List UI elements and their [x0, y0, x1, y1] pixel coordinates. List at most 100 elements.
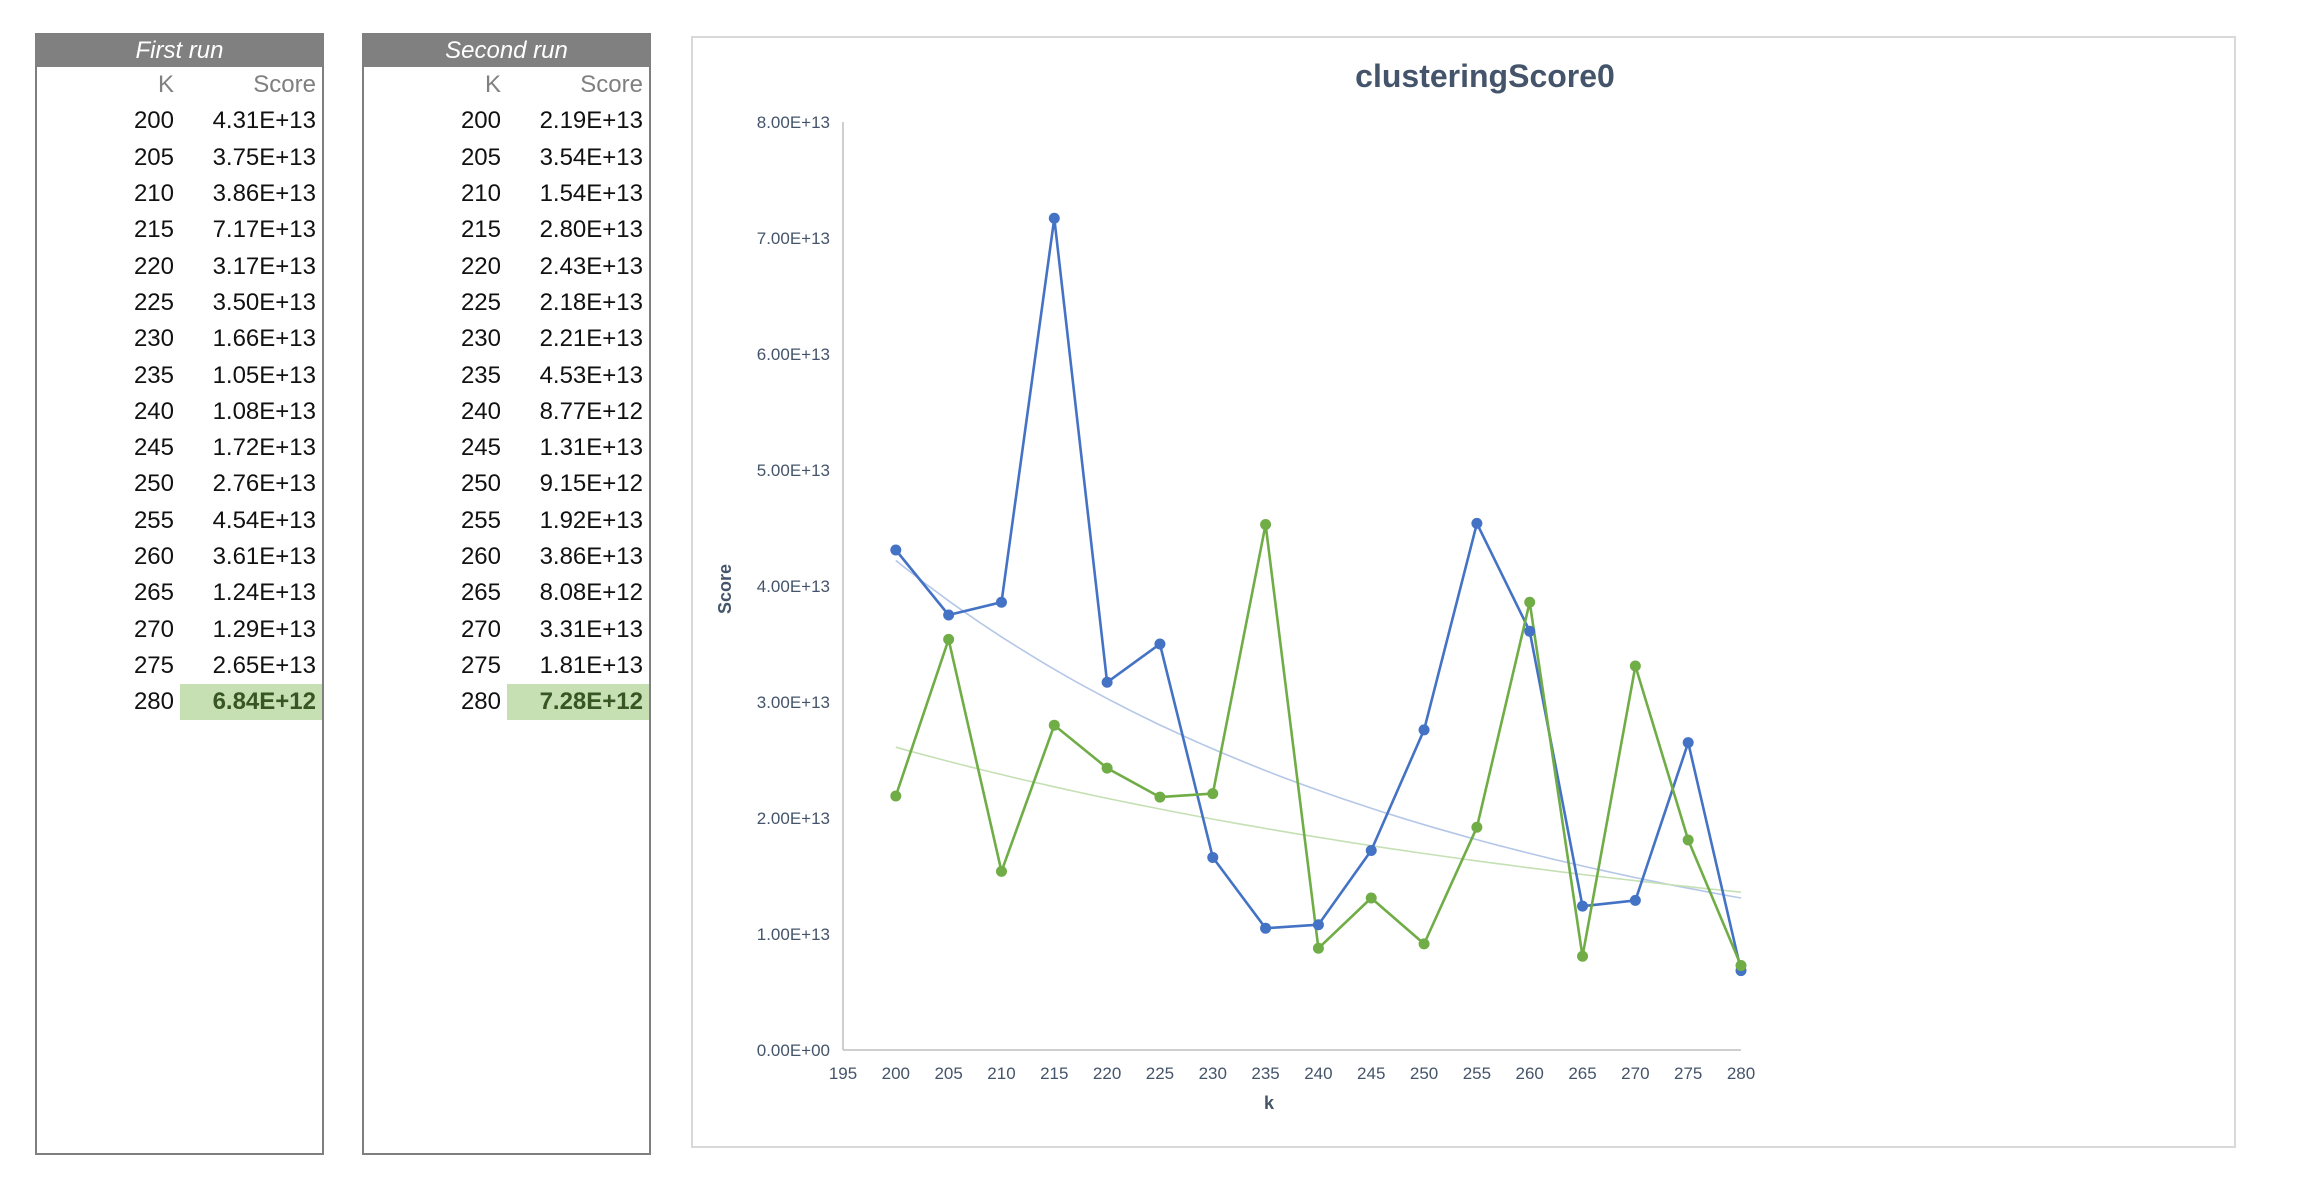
data-point [1629, 894, 1641, 906]
cell-k: 270 [133, 615, 174, 643]
table-row: 245 1.72E+13 [37, 430, 322, 466]
cell-score: 3.50E+13 [212, 288, 316, 316]
trendline-1 [895, 746, 1742, 893]
x-tick-label: 225 [1146, 1064, 1174, 1083]
x-tick-label: 240 [1304, 1064, 1332, 1083]
cell-k: 235 [133, 361, 174, 389]
data-point [1524, 596, 1536, 608]
cell-k: 200 [460, 107, 501, 135]
cell-k: 200 [133, 107, 174, 135]
data-point [1365, 892, 1377, 904]
data-point [1418, 724, 1430, 736]
table-row: 220 3.17E+13 [37, 248, 322, 284]
x-tick-label: 220 [1093, 1064, 1121, 1083]
data-point [1629, 660, 1641, 672]
column-header-score: Score [580, 71, 643, 99]
table-title: Second run [364, 35, 649, 67]
table-rows: K Score 200 4.31E+13 205 3.75E+13 210 3.86E+13 2… [37, 67, 322, 721]
cell-score: 3.31E+13 [539, 615, 643, 643]
cell-score: 1.66E+13 [212, 325, 316, 353]
y-tick-label: 0.00E+00 [757, 1041, 830, 1060]
data-point [943, 609, 955, 621]
cell-k: 245 [133, 434, 174, 462]
cell-k: 230 [460, 325, 501, 353]
cell-k: 230 [133, 325, 174, 353]
y-tick-label: 6.00E+13 [757, 345, 830, 364]
data-point [995, 596, 1007, 608]
table-row: 225 2.18E+13 [364, 285, 649, 321]
cell-score: 8.08E+12 [539, 579, 643, 607]
y-tick-label: 2.00E+13 [757, 809, 830, 828]
cell-score: 1.81E+13 [539, 651, 643, 679]
table-row: 260 3.61E+13 [37, 539, 322, 575]
trendline-0 [895, 559, 1742, 899]
x-tick-label: 210 [987, 1064, 1015, 1083]
cell-score: 2.43E+13 [539, 252, 643, 280]
cell-k: 205 [133, 143, 174, 171]
table-row: 265 1.24E+13 [37, 575, 322, 611]
table-row: 210 1.54E+13 [364, 176, 649, 212]
cell-score: 8.77E+12 [539, 397, 643, 425]
data-point [1154, 638, 1166, 650]
x-tick-label: 255 [1463, 1064, 1491, 1083]
column-header-k: K [484, 71, 501, 99]
x-tick-label: 235 [1251, 1064, 1279, 1083]
data-point [1101, 676, 1113, 688]
table-row: 280 7.28E+12 [364, 684, 649, 721]
cell-k: 210 [133, 180, 174, 208]
series-line-1 [894, 523, 1743, 967]
data-point [1207, 788, 1219, 800]
cell-k: 260 [133, 543, 174, 570]
cell-score: 2.21E+13 [539, 325, 643, 353]
cell-score: 1.24E+13 [212, 579, 316, 607]
data-point [1048, 212, 1060, 224]
cell-score: 3.54E+13 [539, 143, 643, 171]
table-row: 200 2.19E+13 [364, 103, 649, 139]
data-point [890, 790, 902, 802]
cell-score: 1.54E+13 [539, 180, 643, 208]
cell-k: 240 [133, 397, 174, 425]
table-row: 205 3.75E+13 [37, 140, 322, 176]
cell-score: 2.76E+13 [212, 470, 316, 498]
table-row: 235 4.53E+13 [364, 357, 649, 393]
table-row: 275 2.65E+13 [37, 648, 322, 684]
x-tick-label: 200 [882, 1064, 910, 1083]
cell-k: 235 [460, 361, 501, 389]
cell-score-highlight: 7.28E+12 [507, 684, 649, 721]
cell-score: 1.05E+13 [212, 361, 316, 389]
cell-k: 250 [460, 470, 501, 498]
cell-score: 3.61E+13 [212, 543, 316, 570]
table-row: 240 8.77E+12 [364, 394, 649, 430]
data-point [1577, 950, 1589, 962]
cell-score: 2.18E+13 [539, 288, 643, 316]
table-row: 250 9.15E+12 [364, 466, 649, 502]
cell-score: 2.65E+13 [212, 651, 316, 679]
table-row: 245 1.31E+13 [364, 430, 649, 466]
table-row: 210 3.86E+13 [37, 176, 322, 212]
second-run-table: Second run K Score 200 2.19E+13 205 3.54E+13 2… [362, 33, 651, 1155]
table-row: 270 1.29E+13 [37, 611, 322, 647]
cell-score: 2.19E+13 [539, 107, 643, 135]
cell-k: 240 [460, 397, 501, 425]
x-tick-label: 280 [1727, 1064, 1755, 1083]
data-point [890, 544, 902, 556]
data-point [1312, 919, 1324, 931]
table-row: 205 3.54E+13 [364, 140, 649, 176]
table-row: 225 3.50E+13 [37, 285, 322, 321]
table-title: First run [37, 35, 322, 67]
table-row: 255 4.54E+13 [37, 503, 322, 539]
cell-k: 225 [460, 288, 501, 316]
data-point [1471, 517, 1483, 529]
data-point [995, 865, 1007, 877]
cell-score: 1.92E+13 [539, 506, 643, 534]
cell-k: 275 [133, 651, 174, 679]
x-tick-label: 275 [1674, 1064, 1702, 1083]
chart-area[interactable]: clusteringScore0 k Score 0.00E+00 1.00E+1… [691, 36, 2236, 1148]
x-tick-label: 195 [829, 1064, 857, 1083]
cell-score: 4.31E+13 [212, 107, 316, 135]
data-point [1682, 834, 1694, 846]
cell-score: 7.17E+13 [212, 216, 316, 244]
data-point [1682, 737, 1694, 749]
y-tick-label: 4.00E+13 [757, 577, 830, 596]
data-point [1048, 719, 1060, 731]
